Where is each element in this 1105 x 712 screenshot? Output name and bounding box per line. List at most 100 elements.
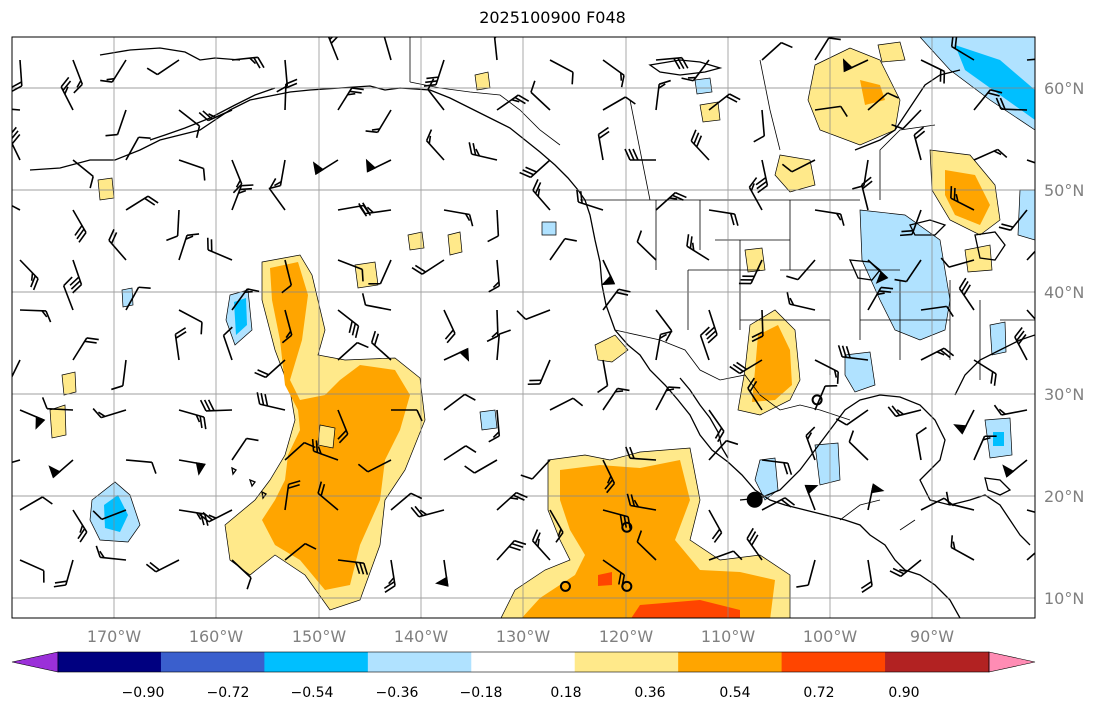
wind-barb <box>443 445 477 461</box>
wind-barb <box>496 94 530 111</box>
wind-barb <box>973 359 997 386</box>
wind-barb <box>199 399 233 412</box>
wind-barb <box>516 309 551 321</box>
wind-barb <box>814 209 845 226</box>
wind-barb <box>761 497 796 511</box>
anomaly-contour <box>61 371 77 396</box>
wind-barb <box>940 257 975 268</box>
wind-barb <box>19 559 45 583</box>
wind-barb <box>368 259 392 285</box>
wind-barb <box>597 126 610 161</box>
wind-barb <box>686 234 710 261</box>
wind-barb <box>729 359 763 375</box>
wind-barb <box>920 305 954 318</box>
colorbar-extend-max <box>988 651 1036 673</box>
colorbar-segment <box>264 652 369 672</box>
colorbar-label: −0.72 <box>207 685 250 701</box>
wind-barb <box>636 530 657 561</box>
wind-barb <box>950 535 975 561</box>
wind-barb <box>655 79 671 111</box>
anomaly-contour <box>919 37 1035 131</box>
wind-barb <box>867 483 885 511</box>
wind-barb <box>597 359 609 394</box>
wind-barb <box>920 347 955 361</box>
wind-barb <box>496 539 527 561</box>
border <box>879 124 936 200</box>
wind-barb <box>655 191 687 211</box>
wind-barb <box>231 288 260 311</box>
wind-barb <box>60 76 74 111</box>
wind-barb <box>796 559 816 588</box>
wind-barb <box>391 409 423 422</box>
wind-barb <box>998 209 1028 231</box>
lon-tick-label: 130°W <box>496 627 551 646</box>
anomaly-contour <box>521 460 775 618</box>
border <box>629 59 781 201</box>
wind-barb <box>222 326 233 361</box>
wind-barb <box>12 459 21 468</box>
wind-barb <box>100 59 127 83</box>
wind-barb <box>814 359 839 384</box>
wind-barb <box>178 159 206 181</box>
wind-barb <box>178 409 207 430</box>
anomaly-contour <box>754 457 779 501</box>
colorbar-frame <box>57 651 990 673</box>
wind-barb <box>488 259 501 293</box>
wind-barb <box>178 109 201 138</box>
wind-barb <box>443 309 456 344</box>
colorbar-label: −0.54 <box>291 685 334 701</box>
anomaly-contour <box>989 321 1007 356</box>
wind-barb <box>835 409 869 426</box>
wind-barb <box>1026 56 1035 61</box>
lat-tick-label: 10°N <box>1044 589 1084 608</box>
wind-barb <box>973 435 997 461</box>
wind-barb <box>254 359 286 379</box>
colorbar-label: 0.18 <box>550 685 581 701</box>
wind-barb <box>174 327 187 361</box>
wind-barb <box>358 202 392 215</box>
colorbar-segment <box>885 652 990 672</box>
wind-barb <box>804 484 819 511</box>
wind-barb <box>443 347 470 362</box>
wind-barb <box>805 426 816 461</box>
wind-barb <box>53 559 74 588</box>
coastline <box>99 47 241 61</box>
wind-barb <box>72 59 84 94</box>
map-plot-area <box>12 37 1035 618</box>
wind-barb <box>105 109 127 137</box>
lon-tick-label: 170°W <box>87 627 142 646</box>
positive-anomaly-shading <box>49 41 1001 618</box>
wind-barb <box>519 159 551 179</box>
wind-barb <box>487 209 500 243</box>
coastline <box>848 259 881 281</box>
colorbar-label: 0.54 <box>719 685 750 701</box>
wind-barb <box>317 481 339 511</box>
wind-barb <box>860 559 873 594</box>
wind-barb <box>337 259 364 282</box>
wind-barb <box>753 109 766 143</box>
wind-barb <box>889 559 922 578</box>
wind-barb <box>72 509 88 543</box>
wind-barb <box>761 41 793 61</box>
colorbar-segment <box>471 652 576 672</box>
anomaly-contour <box>479 409 498 431</box>
wind-barb <box>995 97 1028 111</box>
lon-tick-label: 120°W <box>599 627 654 646</box>
wind-barb <box>748 177 763 211</box>
wind-barb <box>747 377 763 411</box>
wind-barb <box>1014 326 1028 361</box>
wind-barb <box>751 309 764 343</box>
wind-barb <box>337 309 360 338</box>
wind-barb <box>145 559 180 573</box>
lat-tick-label: 60°N <box>1044 79 1084 98</box>
wind-barb <box>953 409 975 435</box>
wind-barb <box>125 195 159 211</box>
wind-barb <box>708 93 741 111</box>
wind-barb <box>370 330 392 361</box>
wind-barb <box>708 550 743 561</box>
wind-barb <box>198 509 233 523</box>
wind-barb <box>681 59 710 82</box>
wind-barb <box>814 37 841 61</box>
colorbar-segment <box>781 652 887 672</box>
